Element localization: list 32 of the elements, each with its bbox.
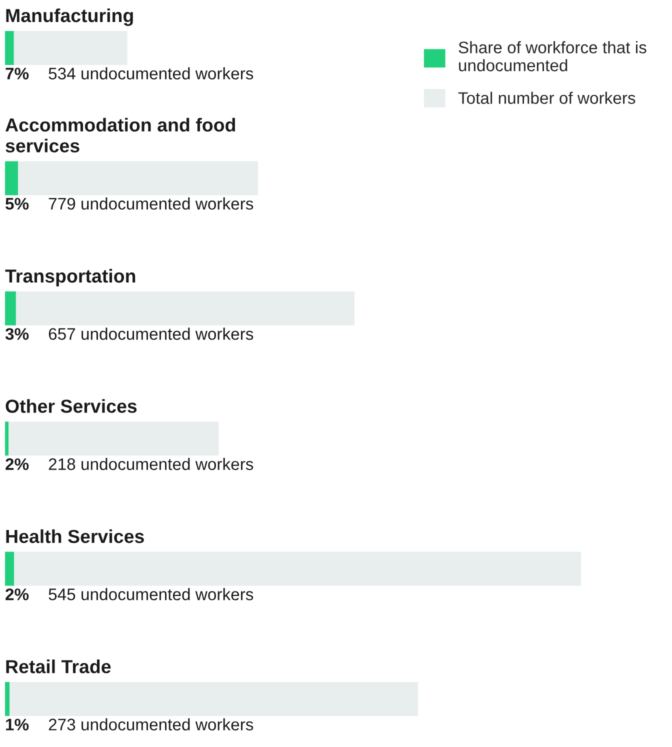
- annotation: 2%: [6, 588, 29, 600]
- data-label: 779 undocumented workers: [48, 197, 254, 210]
- bar: [10, 682, 418, 716]
- annotation: 5%: [6, 198, 29, 210]
- y-tick-label: Retail Trade: [6, 660, 111, 674]
- legend-label: Share of workforce that is undocumented: [458, 41, 646, 72]
- bar: [5, 31, 14, 65]
- bar: [14, 31, 128, 65]
- bar: [5, 422, 9, 456]
- bar: [14, 552, 581, 586]
- bar: [16, 291, 354, 326]
- data-label: 273 undocumented workers: [48, 718, 254, 730]
- annotation: 1%: [6, 718, 29, 730]
- bar: [18, 161, 258, 196]
- y-tick-label: Transportation: [5, 268, 136, 286]
- data-label: 657 undocumented workers: [48, 328, 254, 340]
- data-label: 545 undocumented workers: [48, 588, 254, 600]
- data-label: 218 undocumented workers: [48, 458, 254, 470]
- bar: [5, 552, 14, 586]
- y-tick-label: Health Services: [6, 529, 144, 544]
- bar: [5, 682, 10, 716]
- annotation: 2%: [6, 458, 29, 470]
- y-tick-label: Accommodation and food services: [5, 118, 236, 152]
- legend-label: Total number of workers: [458, 92, 636, 104]
- bar: [8, 422, 219, 456]
- y-tick-label: Manufacturing: [6, 8, 133, 26]
- y-tick-label: Other Services: [6, 399, 137, 413]
- bar: [5, 161, 18, 196]
- annotation: 3%: [5, 328, 29, 340]
- annotation: 7%: [6, 68, 29, 80]
- bar: [5, 291, 16, 326]
- data-label: 534 undocumented workers: [48, 67, 254, 80]
